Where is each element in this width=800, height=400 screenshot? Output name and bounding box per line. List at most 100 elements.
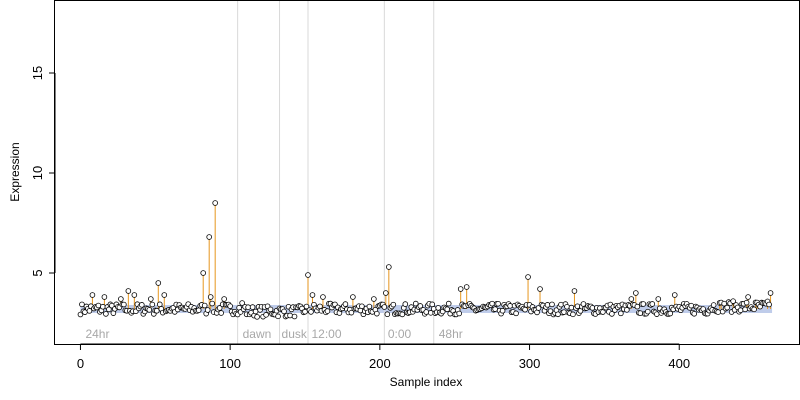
- data-point: [544, 302, 551, 308]
- data-point: [634, 303, 641, 310]
- data-point: [767, 290, 774, 296]
- data-point: [227, 303, 233, 309]
- data-point: [101, 294, 108, 300]
- data-point: [221, 296, 227, 302]
- data-point: [492, 306, 498, 312]
- data-point: [309, 292, 316, 298]
- data-point: [95, 302, 102, 309]
- data-point: [287, 312, 293, 319]
- data-point: [633, 290, 639, 296]
- data-point: [359, 303, 365, 310]
- data-point: [291, 313, 298, 320]
- data-point: [618, 310, 624, 317]
- x-tick-label: 0: [77, 356, 84, 371]
- data-point: [499, 307, 506, 314]
- data-point: [200, 270, 207, 276]
- data-point: [252, 308, 259, 315]
- data-point: [106, 306, 112, 313]
- data-point: [495, 300, 501, 307]
- data-point: [324, 308, 331, 314]
- data-point: [671, 292, 678, 298]
- data-point: [457, 286, 464, 292]
- data-point: [146, 307, 153, 313]
- data-point: [456, 310, 462, 317]
- data-point: [386, 264, 392, 270]
- data-point: [564, 304, 570, 310]
- phase-label: 48hr: [439, 327, 463, 341]
- data-point: [212, 200, 218, 206]
- data-point: [637, 310, 644, 316]
- data-point: [374, 310, 380, 317]
- data-point: [267, 306, 274, 313]
- data-point: [429, 301, 436, 308]
- data-point: [201, 302, 208, 309]
- y-tick-label: 10: [30, 166, 45, 180]
- x-tick-label: 200: [369, 356, 391, 371]
- data-point: [667, 310, 674, 317]
- data-point: [100, 303, 106, 310]
- data-point: [79, 301, 85, 308]
- data-point: [239, 300, 245, 306]
- data-point: [381, 304, 388, 310]
- data-point: [89, 292, 96, 298]
- phase-label: dawn: [243, 327, 272, 341]
- data-point: [131, 292, 138, 298]
- data-point: [730, 298, 736, 304]
- data-point: [555, 311, 561, 318]
- phase-label: dusk: [282, 327, 308, 341]
- data-point: [245, 304, 251, 310]
- data-point: [571, 288, 578, 294]
- data-point: [655, 296, 662, 302]
- data-point: [281, 308, 287, 315]
- data-point: [390, 301, 397, 308]
- data-point: [570, 311, 576, 318]
- data-point: [724, 304, 730, 311]
- x-tick-label: 400: [668, 356, 690, 371]
- data-point: [688, 302, 695, 309]
- x-axis-title: Sample index: [390, 375, 463, 389]
- phase-label: 0:00: [388, 327, 412, 341]
- data-point: [737, 307, 744, 314]
- data-point: [649, 301, 656, 307]
- x-tick-label: 300: [519, 356, 541, 371]
- data-point: [444, 306, 451, 313]
- data-point: [139, 302, 145, 308]
- data-point: [423, 309, 430, 315]
- data-point: [320, 294, 326, 300]
- x-tick-label: 100: [219, 356, 241, 371]
- data-point: [383, 290, 389, 296]
- plot-frame: [54, 0, 800, 345]
- baseline-band: [80, 305, 773, 313]
- data-point: [743, 299, 750, 306]
- y-axis-title: Expression: [8, 142, 22, 201]
- data-point: [348, 309, 355, 316]
- data-point: [402, 301, 409, 307]
- y-tick-label: 15: [30, 66, 45, 80]
- data-point: [507, 303, 513, 309]
- data-point: [121, 301, 127, 308]
- data-point: [547, 308, 554, 314]
- data-point: [125, 288, 132, 294]
- data-point: [305, 272, 311, 278]
- data-point: [640, 301, 647, 307]
- data-point: [568, 304, 575, 311]
- data-point: [308, 309, 314, 315]
- data-point: [275, 313, 281, 320]
- data-point: [216, 305, 223, 311]
- data-point: [589, 305, 596, 311]
- data-point: [489, 300, 495, 307]
- y-tick-label: 5: [30, 269, 45, 276]
- data-point: [302, 308, 308, 315]
- data-point: [204, 307, 211, 313]
- data-point: [249, 304, 256, 310]
- data-point: [207, 294, 214, 300]
- data-point: [751, 306, 757, 313]
- phase-label: 12:00: [311, 327, 341, 341]
- data-point: [624, 307, 630, 313]
- data-point: [263, 312, 269, 318]
- data-point: [463, 284, 470, 290]
- data-point: [156, 301, 163, 308]
- data-point: [206, 234, 212, 240]
- data-point: [371, 296, 377, 302]
